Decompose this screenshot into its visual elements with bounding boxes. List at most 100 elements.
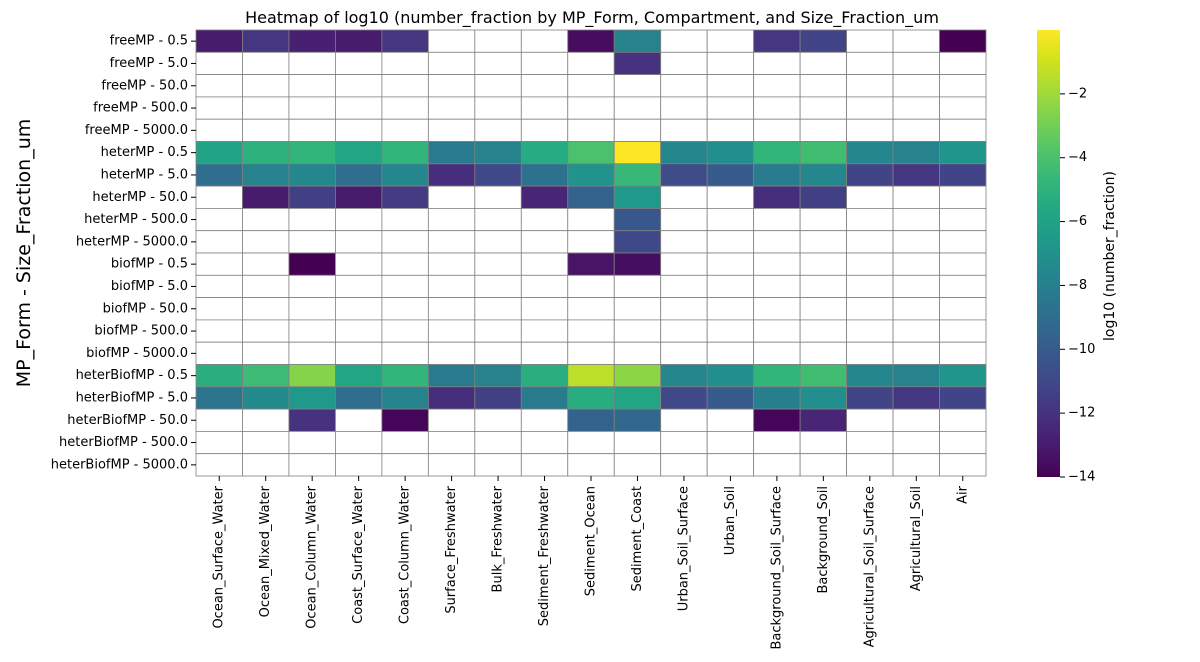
heatmap-cell <box>288 74 336 98</box>
heatmap-cell <box>520 230 569 254</box>
heatmap-cell <box>195 297 243 321</box>
heatmap-cell <box>892 430 940 455</box>
row-tick-label: heterBiofMP - 5.0 <box>76 390 188 405</box>
heatmap-cell <box>474 96 522 120</box>
heatmap-cell <box>427 252 476 276</box>
heatmap-cell <box>567 141 615 165</box>
heatmap-cell <box>613 163 662 187</box>
heatmap-cell <box>195 74 243 98</box>
heatmap-cell <box>335 319 383 343</box>
heatmap-cell <box>474 29 522 53</box>
heatmap-cell <box>567 341 615 365</box>
heatmap-cell <box>892 252 940 276</box>
heatmap-cell <box>242 185 290 209</box>
heatmap-cell <box>846 319 894 343</box>
heatmap-cell <box>288 163 336 187</box>
heatmap-cell <box>799 74 847 98</box>
heatmap-cell <box>613 341 662 365</box>
heatmap-cell <box>892 163 940 187</box>
heatmap-cell <box>567 230 615 254</box>
column-tick-label: Coast_Column_Water <box>398 485 413 624</box>
heatmap-cell <box>520 408 569 432</box>
row-tick-label: biofMP - 50.0 <box>103 301 188 316</box>
heatmap-cell <box>753 430 801 455</box>
heatmap-cell <box>381 207 429 232</box>
heatmap-cell <box>288 51 336 75</box>
heatmap-cell <box>753 74 801 98</box>
heatmap-cell <box>892 364 940 388</box>
heatmap-cell <box>288 319 336 343</box>
heatmap-cell <box>520 96 569 120</box>
row-tick-label: heterMP - 0.5 <box>101 145 188 160</box>
heatmap-cell <box>660 453 708 477</box>
heatmap-cell <box>381 141 429 165</box>
heatmap-cell <box>335 163 383 187</box>
heatmap-cell <box>660 74 708 98</box>
row-tick-label: freeMP - 5.0 <box>110 56 188 71</box>
heatmap-cell <box>706 430 755 455</box>
heatmap-cell <box>474 207 522 232</box>
heatmap-cell <box>892 274 940 298</box>
heatmap-cell <box>381 230 429 254</box>
column-tick-label: Ocean_Surface_Water <box>212 485 227 628</box>
heatmap-cell <box>753 141 801 165</box>
heatmap-cell <box>288 141 336 165</box>
heatmap-cell <box>427 51 476 75</box>
heatmap-cell <box>706 29 755 53</box>
heatmap-cell <box>799 430 847 455</box>
heatmap-cell <box>706 185 755 209</box>
heatmap-cell <box>799 274 847 298</box>
row-tick-label: heterMP - 5.0 <box>101 167 188 182</box>
column-tick-label: Urban_Soil <box>723 486 738 555</box>
heatmap-cell <box>939 163 987 187</box>
heatmap-cell <box>613 430 662 455</box>
heatmap-cell <box>939 274 987 298</box>
heatmap-cell <box>799 185 847 209</box>
heatmap-cell <box>242 74 290 98</box>
heatmap-cell <box>335 453 383 477</box>
row-tick-label: heterMP - 5000.0 <box>76 234 188 249</box>
heatmap-cell <box>335 74 383 98</box>
row-tick-label: heterBiofMP - 500.0 <box>59 435 188 450</box>
heatmap-cell <box>427 453 476 477</box>
heatmap-cell <box>195 230 243 254</box>
row-tick-label: biofMP - 5000.0 <box>86 346 188 361</box>
heatmap-cell <box>381 118 429 142</box>
heatmap-cell <box>892 341 940 365</box>
heatmap-cell <box>381 297 429 321</box>
column-tick-label: Urban_Soil_Surface <box>676 486 691 611</box>
heatmap-cell <box>288 230 336 254</box>
heatmap-cell <box>381 163 429 187</box>
heatmap-cell <box>892 207 940 232</box>
colorbar-tick-label: −12 <box>1068 406 1095 421</box>
heatmap-cell <box>195 51 243 75</box>
chart-title: Heatmap of log10 (number_fraction by MP_… <box>245 8 939 28</box>
heatmap-cell <box>799 118 847 142</box>
heatmap-cell <box>613 386 662 410</box>
heatmap-cell <box>335 408 383 432</box>
colorbar <box>1037 30 1060 477</box>
heatmap-cell <box>195 430 243 455</box>
column-tick-label: Surface_Freshwater <box>444 485 459 613</box>
heatmap-cell <box>613 408 662 432</box>
heatmap-cell <box>567 408 615 432</box>
colorbar-label: log10 (number_fraction) <box>1102 171 1118 341</box>
heatmap-cell <box>567 96 615 120</box>
heatmap-cell <box>706 341 755 365</box>
row-labels: freeMP - 0.5 freeMP - 5.0 freeMP - 50.0 fre… <box>51 34 196 472</box>
heatmap-cell <box>799 319 847 343</box>
heatmap-cell <box>474 430 522 455</box>
heatmap-cell <box>567 297 615 321</box>
row-tick-label: heterMP - 500.0 <box>84 212 188 227</box>
heatmap-cell <box>753 341 801 365</box>
heatmap-cell <box>195 96 243 120</box>
heatmap-cell <box>753 51 801 75</box>
heatmap-cell <box>892 185 940 209</box>
heatmap-cell <box>242 252 290 276</box>
heatmap-cell <box>799 230 847 254</box>
heatmap-cell <box>520 297 569 321</box>
heatmap-cell <box>288 453 336 477</box>
heatmap-cell <box>520 29 569 53</box>
heatmap-cell <box>335 274 383 298</box>
row-tick-label: heterMP - 50.0 <box>92 190 188 205</box>
